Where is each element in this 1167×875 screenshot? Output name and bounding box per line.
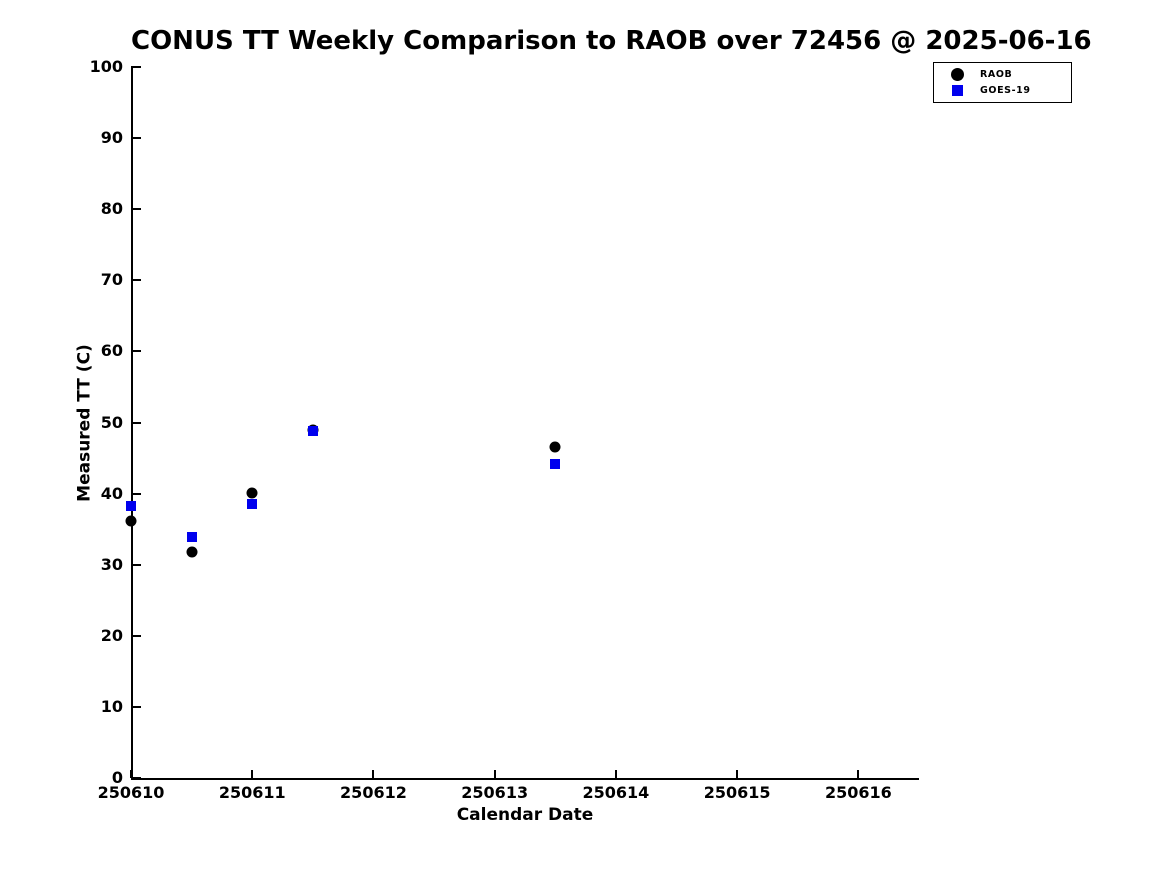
y-tick-label: 30 — [100, 554, 123, 574]
y-axis-tick — [133, 137, 141, 140]
y-axis-tick — [133, 66, 141, 68]
y-axis-tick — [133, 705, 141, 708]
y-tick-label: 80 — [100, 199, 123, 219]
x-tick-label: 250615 — [703, 783, 771, 802]
circle-marker-icon — [950, 68, 964, 81]
legend-entry-goes-19: GOES-19 — [934, 83, 1071, 99]
x-axis-tick — [614, 770, 617, 778]
plot-area — [125, 66, 919, 779]
y-axis-line — [131, 66, 133, 780]
y-axis-tick — [133, 634, 141, 637]
data-point-goes-19 — [247, 499, 258, 510]
chart-title: CONUS TT Weekly Comparison to RAOB over … — [131, 26, 1092, 56]
legend-label: GOES-19 — [980, 84, 1031, 96]
y-axis-tick — [133, 350, 141, 353]
legend: RAOB GOES-19 — [933, 62, 1072, 103]
x-axis-tick — [130, 770, 132, 778]
y-axis-tick — [133, 208, 141, 211]
y-axis-tick — [133, 421, 141, 424]
y-axis-tick — [133, 279, 141, 282]
data-point-raob — [549, 441, 561, 453]
data-point-goes-19 — [550, 458, 561, 469]
data-point-raob — [125, 515, 137, 527]
y-axis-tick — [133, 492, 141, 495]
y-tick-label: 70 — [100, 270, 123, 290]
y-tick-label: 40 — [100, 483, 123, 503]
x-axis-label: Calendar Date — [456, 805, 594, 825]
x-axis-tick — [372, 770, 375, 778]
x-axis-tick — [251, 770, 254, 778]
data-point-raob — [186, 546, 198, 558]
data-point-goes-19 — [307, 426, 318, 437]
y-tick-label: 10 — [100, 696, 123, 716]
data-point-goes-19 — [186, 531, 197, 542]
y-tick-label: 60 — [100, 341, 123, 361]
x-axis-tick — [493, 770, 496, 778]
x-axis-line — [131, 778, 919, 780]
x-tick-label: 250611 — [218, 783, 286, 802]
legend-entry-raob: RAOB — [934, 67, 1071, 83]
y-axis-tick — [133, 563, 141, 566]
x-tick-label: 250612 — [340, 783, 407, 802]
data-point-raob — [246, 487, 258, 499]
legend-marker-cell — [934, 85, 980, 96]
y-tick-label: 20 — [100, 625, 123, 645]
x-axis-tick — [857, 770, 860, 778]
y-tick-label: 100 — [89, 57, 123, 76]
legend-label: RAOB — [980, 68, 1013, 80]
x-tick-label: 250613 — [461, 783, 529, 802]
legend-marker-cell — [934, 68, 980, 81]
x-axis-tick — [736, 770, 739, 778]
data-point-goes-19 — [126, 500, 136, 511]
y-tick-label: 90 — [100, 128, 123, 148]
x-tick-label: 250610 — [97, 783, 165, 802]
x-tick-label: 250616 — [824, 783, 892, 802]
square-marker-icon — [951, 85, 963, 96]
x-tick-label: 250614 — [582, 783, 650, 802]
y-axis-tick — [133, 777, 141, 779]
y-tick-label: 50 — [100, 412, 123, 432]
y-tick-label: 0 — [111, 768, 123, 787]
